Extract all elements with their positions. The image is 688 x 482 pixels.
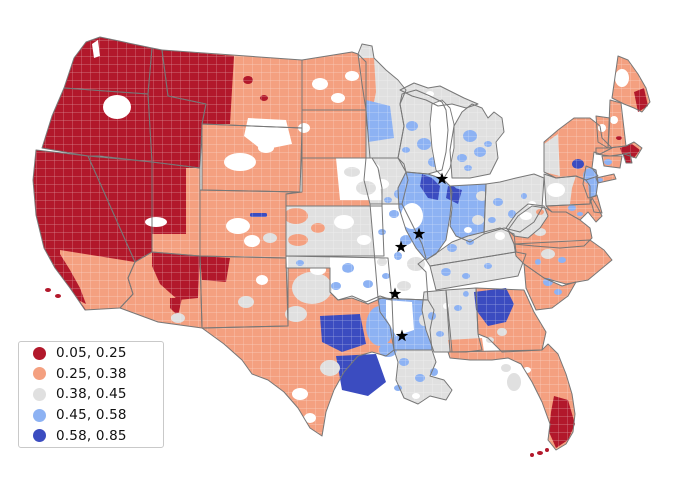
state-border-ohio	[483, 173, 545, 235]
state-border-north-carolina	[513, 239, 613, 285]
legend-color-dot	[33, 429, 46, 443]
legend-color-dot	[33, 408, 46, 422]
state-border-virginia	[507, 205, 593, 249]
state-border-michigan	[449, 103, 505, 179]
state-border-minnesota	[357, 43, 407, 159]
county-patch	[537, 451, 543, 455]
state-border-florida	[447, 343, 576, 451]
state-border-michigan-up	[399, 82, 479, 109]
legend-item: 0.45, 0.58	[19, 406, 163, 425]
legend-label: 0.58, 0.85	[56, 427, 127, 444]
state-border-south-carolina	[523, 263, 577, 311]
state-border-tennessee	[429, 251, 527, 291]
county-patch	[545, 448, 549, 452]
star-marker	[388, 287, 402, 300]
county-patch	[530, 453, 534, 457]
county-patch	[45, 288, 51, 292]
state-border-missouri	[369, 203, 429, 301]
county-patch	[501, 364, 511, 372]
legend: 0.05, 0.25 0.25, 0.38 0.38, 0.45 0.45, 0.58…	[18, 341, 164, 448]
legend-item: 0.58, 0.85	[19, 426, 163, 445]
star-marker	[412, 227, 426, 240]
legend-color-dot	[33, 367, 46, 381]
star-markers	[388, 172, 449, 342]
state-border-kansas	[285, 205, 385, 257]
state-border-new-jersey	[582, 165, 599, 199]
state-border-wisconsin	[397, 89, 449, 175]
legend-label: 0.38, 0.45	[56, 386, 127, 403]
state-border-maine	[611, 55, 651, 113]
county-patch	[55, 294, 61, 298]
state-border-rhode-island	[622, 152, 633, 164]
state-border-new-york	[543, 117, 613, 181]
lake-michigan	[429, 99, 455, 179]
state-border-connecticut	[601, 155, 623, 169]
legend-item: 0.05, 0.25	[19, 344, 163, 363]
star-marker	[394, 240, 408, 253]
legend-color-dot	[33, 387, 46, 401]
state-border-maryland	[545, 197, 603, 223]
legend-item: 0.38, 0.45	[19, 385, 163, 404]
legend-label: 0.05, 0.25	[56, 345, 127, 362]
legend-color-dot	[33, 346, 46, 360]
state-border-louisiana	[393, 349, 453, 405]
state-border-massachusetts	[595, 141, 643, 159]
star-marker	[395, 329, 409, 342]
legend-label: 0.25, 0.38	[56, 365, 127, 382]
legend-label: 0.45, 0.58	[56, 407, 127, 424]
star-marker	[435, 172, 449, 185]
state-border-long-island	[595, 173, 617, 184]
county-patch	[507, 373, 521, 391]
state-border-west-virginia	[505, 203, 549, 239]
legend-item: 0.25, 0.38	[19, 364, 163, 383]
state-border-texas	[201, 267, 395, 437]
